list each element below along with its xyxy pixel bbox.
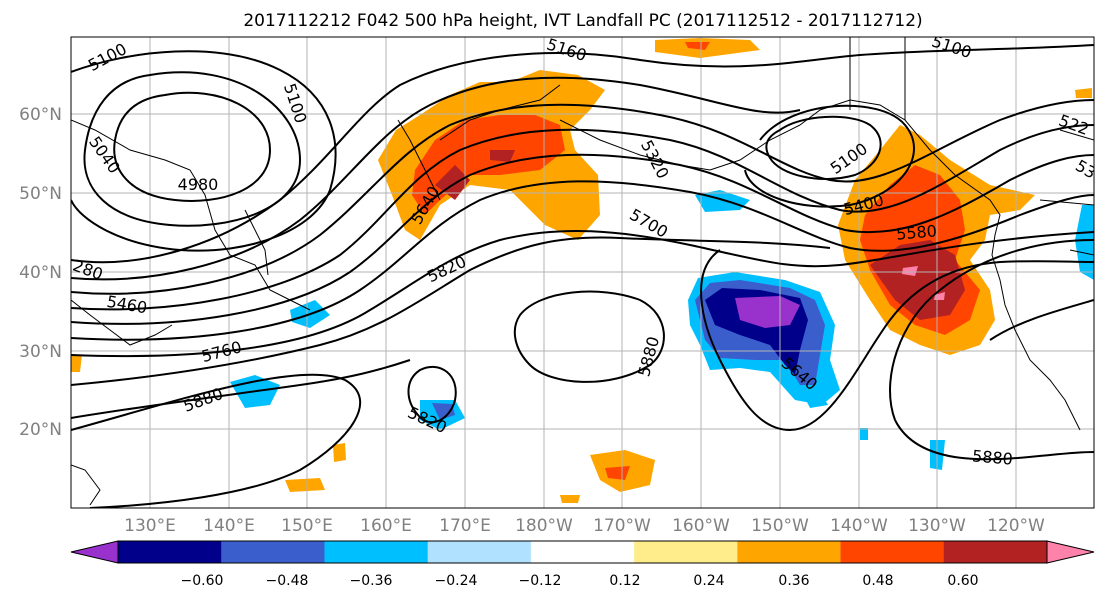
colorbar-tick: 0.12: [609, 573, 640, 589]
colorbar-tick: 0.60: [947, 573, 978, 589]
height-contours: [71, 44, 1094, 508]
map-frame: [70, 36, 1095, 509]
lon-label: 170°W: [593, 516, 651, 536]
lon-label: 150°W: [751, 516, 809, 536]
colorbar-tick: 0.36: [778, 573, 809, 589]
ivt-negative-region-central-pacific: [688, 272, 840, 405]
latitude-labels: 60°N 50°N 40°N 30°N 20°N: [19, 105, 62, 440]
lon-label: 140°W: [830, 516, 888, 536]
colorbar-swatch: [943, 541, 1048, 563]
colorbar-frame: [117, 540, 1048, 564]
lon-label: 160°E: [360, 516, 412, 536]
longitude-labels: 130°E 140°E 150°E 160°E 170°E 180°W 170°…: [124, 516, 1045, 536]
lon-label: 130°E: [124, 516, 176, 536]
lat-label: 30°N: [19, 342, 62, 362]
colorbar-swatch: [221, 541, 325, 563]
lon-label: 150°E: [281, 516, 333, 536]
colorbar-swatches: [118, 541, 1048, 563]
lat-label: 40°N: [19, 263, 62, 283]
colorbar-tick: −0.36: [350, 573, 393, 589]
lon-label: 180°W: [515, 516, 573, 536]
lon-label: 130°W: [908, 516, 966, 536]
lon-label: 170°E: [439, 516, 491, 536]
lon-label: 120°W: [987, 516, 1045, 536]
lat-label: 50°N: [19, 184, 62, 204]
colorbar-low-extend: [70, 540, 119, 564]
colorbar-swatch: [634, 541, 738, 563]
map-layers: 5100 5160 5100 5100 5040 4980 5320 5100 …: [71, 37, 1094, 508]
colorbar: −0.60 −0.48 −0.36 −0.24 −0.12 0.12 0.24 …: [70, 540, 1095, 589]
colorbar-swatch: [324, 541, 429, 563]
colorbar-swatch: [530, 541, 635, 563]
colorbar-tick: 0.24: [693, 573, 724, 589]
colorbar-tick-labels: −0.60 −0.48 −0.36 −0.24 −0.12 0.12 0.24 …: [181, 573, 979, 589]
contour-label: 5580: [895, 221, 937, 243]
lon-label: 160°W: [672, 516, 730, 536]
colorbar-tick: −0.60: [181, 573, 224, 589]
lat-label: 60°N: [19, 105, 62, 125]
colorbar-swatch: [427, 541, 532, 563]
colorbar-swatch: [118, 541, 222, 563]
colorbar-tick: −0.24: [435, 573, 478, 589]
lon-label: 140°E: [203, 516, 255, 536]
colorbar-high-extend: [1046, 540, 1095, 564]
contour-label: 5880: [971, 446, 1013, 468]
colorbar-tick: −0.12: [519, 573, 562, 589]
figure-title: 2017112212 F042 500 hPa height, IVT Land…: [243, 11, 922, 31]
colorbar-swatch: [737, 541, 842, 563]
contour-label: 4980: [178, 175, 219, 194]
colorbar-tick: 0.48: [862, 573, 893, 589]
colorbar-tick: −0.48: [266, 573, 309, 589]
lat-label: 20°N: [19, 420, 62, 440]
colorbar-swatch: [840, 541, 945, 563]
